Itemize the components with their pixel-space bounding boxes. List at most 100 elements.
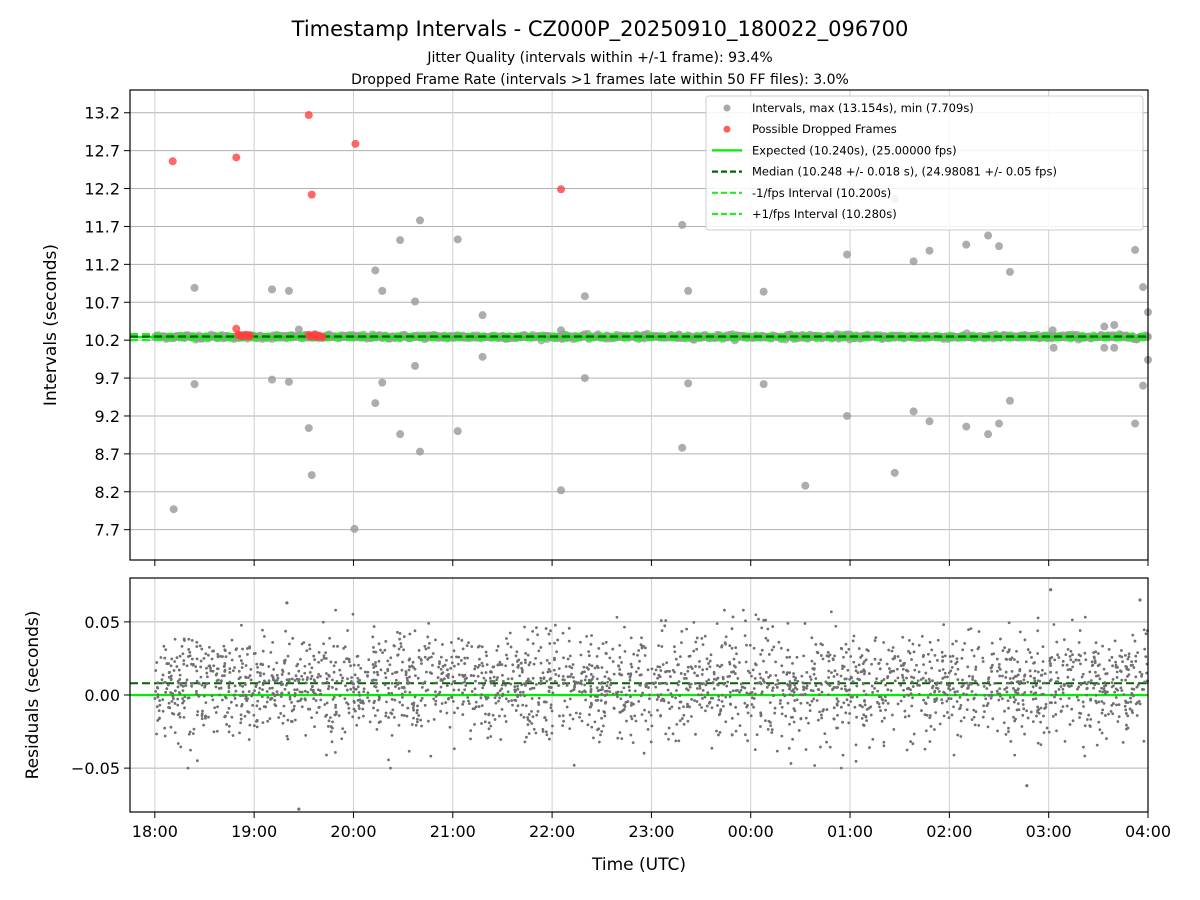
residual-point: [1110, 703, 1114, 707]
residual-point: [860, 654, 864, 657]
x-tick-label: 20:00: [330, 822, 376, 841]
residual-point: [485, 654, 488, 658]
residual-point: [831, 657, 835, 661]
residual-point: [670, 695, 674, 698]
residual-point: [907, 686, 910, 690]
top-reference-lines: [130, 332, 1148, 342]
residual-point: [424, 647, 428, 651]
residual-point: [158, 699, 162, 702]
residual-point: [563, 699, 567, 703]
residual-point: [578, 715, 581, 719]
residual-point: [753, 677, 757, 680]
legend: Intervals, max (13.154s), min (7.709s)Po…: [705, 95, 1144, 231]
residual-point: [657, 644, 661, 648]
residual-point: [306, 676, 309, 679]
residual-point: [595, 664, 599, 668]
residual-point: [734, 646, 738, 650]
residual-point: [708, 665, 712, 669]
residual-point: [308, 647, 312, 651]
residual-point: [835, 726, 838, 730]
residual-point: [216, 655, 220, 659]
residual-point: [793, 699, 797, 702]
residual-point: [937, 690, 941, 693]
residual-point: [987, 676, 991, 680]
bottom-y-ticks: −0.050.000.05: [71, 613, 130, 778]
residual-point: [938, 722, 942, 726]
residual-point: [612, 672, 616, 676]
residual-point: [824, 680, 828, 684]
residual-point: [753, 662, 757, 666]
residual-point: [615, 693, 619, 696]
residual-point: [815, 650, 819, 654]
residual-point: [862, 668, 866, 672]
residual-point: [186, 655, 190, 658]
residual-point: [669, 692, 673, 696]
residual-point: [325, 701, 329, 705]
residual-point: [260, 695, 264, 699]
legend-entry: +1/fps Interval (10.280s): [752, 207, 897, 221]
residual-point: [811, 689, 815, 693]
residual-point: [156, 681, 160, 685]
residual-point: [626, 700, 630, 703]
residual-point: [899, 664, 903, 667]
residual-point: [875, 677, 879, 680]
residual-point: [384, 714, 388, 718]
residual-point: [928, 716, 932, 720]
residual-point: [606, 680, 609, 684]
residual-point: [1079, 712, 1083, 715]
residual-point: [963, 642, 967, 645]
residual-point: [749, 714, 753, 718]
interval-outlier: [294, 325, 303, 334]
residual-point: [233, 693, 236, 697]
residual-point: [467, 702, 471, 706]
residual-point: [1001, 697, 1004, 701]
residual-point: [996, 669, 999, 673]
residual-point: [477, 705, 481, 708]
residual-point: [402, 685, 406, 689]
residual-point: [456, 662, 460, 666]
residual-point: [716, 664, 719, 667]
residual-point: [989, 696, 993, 700]
residual-point: [657, 673, 661, 677]
residual-point: [709, 696, 713, 700]
residual-point: [544, 627, 548, 630]
residual-point: [227, 690, 231, 693]
residual-point: [170, 700, 174, 703]
residual-point: [367, 699, 371, 703]
residual-point: [570, 672, 573, 676]
residual-point: [571, 676, 575, 679]
residual-point: [346, 629, 350, 632]
residual-point: [400, 713, 404, 717]
residual-point: [411, 660, 415, 664]
residual-point: [832, 717, 836, 721]
residual-point: [1109, 709, 1113, 713]
residual-point: [453, 679, 457, 683]
residual-point: [597, 740, 601, 744]
residual-point: [273, 694, 277, 698]
residual-point: [238, 654, 242, 658]
residual-point: [745, 691, 749, 695]
residual-point: [1087, 680, 1091, 684]
residual-point: [611, 647, 615, 651]
residual-point: [854, 665, 858, 669]
residual-point: [498, 696, 501, 700]
residual-point: [525, 735, 528, 739]
residual-point: [289, 720, 293, 723]
residual-point: [1114, 665, 1118, 669]
residual-point: [1100, 700, 1104, 703]
residual-point: [293, 718, 297, 722]
interval-outlier: [1131, 419, 1140, 428]
residual-point: [590, 725, 594, 729]
residual-point: [215, 729, 219, 733]
residual-point: [200, 647, 204, 651]
residual-point: [1032, 661, 1035, 665]
residual-point: [836, 700, 840, 703]
residual-point: [928, 680, 932, 684]
residual-point: [843, 677, 847, 681]
residual-point: [911, 696, 914, 700]
residual-point: [1026, 648, 1030, 651]
residual-point: [940, 650, 944, 654]
residual-point: [1085, 718, 1089, 721]
residual-point: [750, 696, 754, 700]
residual-point: [410, 723, 414, 726]
